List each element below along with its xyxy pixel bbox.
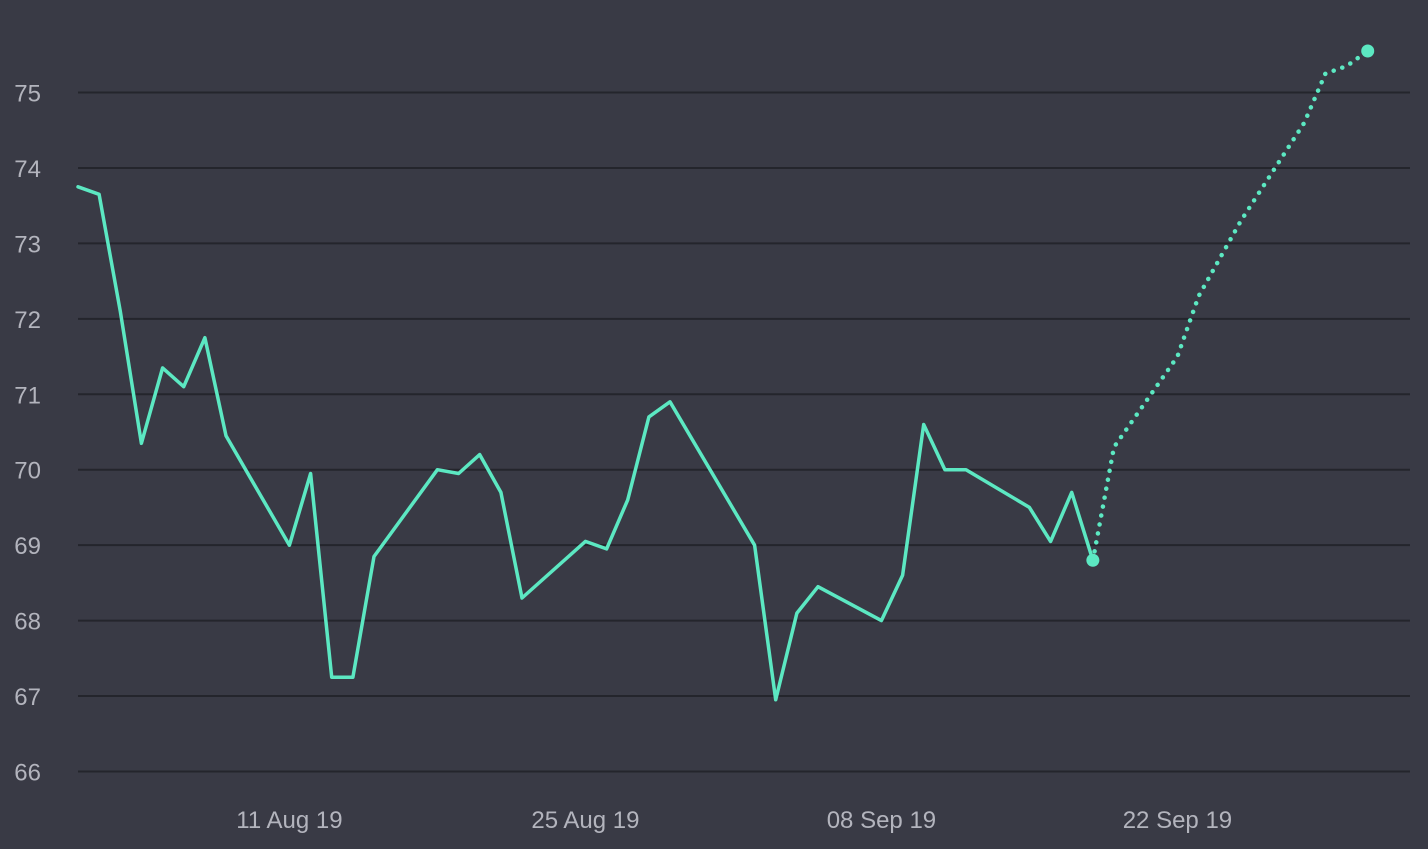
series-end-marker — [1086, 553, 1100, 567]
series-markers — [1086, 44, 1375, 567]
x-tick-label: 22 Sep 19 — [1123, 807, 1232, 834]
x-tick-label: 08 Sep 19 — [827, 807, 936, 834]
series-line-history — [76, 185, 1095, 702]
y-axis-tick-labels: 66 67 68 69 70 71 72 73 74 75 — [14, 81, 41, 787]
y-tick-label: 66 — [14, 760, 41, 787]
y-tick-label: 70 — [14, 458, 41, 485]
y-tick-label: 74 — [14, 156, 41, 183]
y-tick-label: 72 — [14, 307, 41, 334]
x-tick-label: 11 Aug 19 — [236, 807, 342, 834]
x-tick-label: 25 Aug 19 — [531, 807, 639, 834]
y-tick-label: 71 — [14, 382, 41, 409]
y-tick-label: 67 — [14, 684, 41, 711]
gridlines — [78, 91, 1410, 773]
y-tick-label: 68 — [14, 609, 41, 636]
y-tick-label: 73 — [14, 231, 41, 258]
y-tick-label: 69 — [14, 533, 41, 560]
series-end-marker — [1361, 44, 1375, 58]
y-tick-label: 75 — [14, 81, 41, 108]
series-lines — [76, 48, 1370, 702]
x-axis-tick-labels: 11 Aug 19 25 Aug 19 08 Sep 19 22 Sep 19 — [236, 807, 1232, 834]
